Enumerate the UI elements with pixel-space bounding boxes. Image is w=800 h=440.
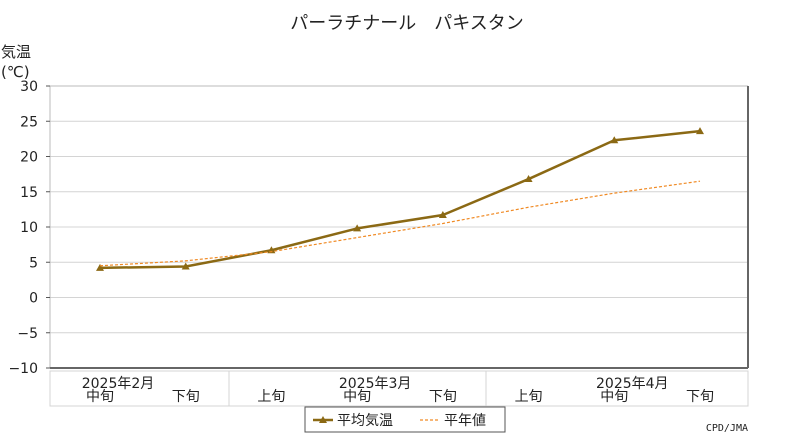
data-point-average xyxy=(696,127,704,135)
legend-label-normal: 平年値 xyxy=(444,413,486,429)
category-label: 中旬 xyxy=(343,389,371,405)
y-tick-label: 20 xyxy=(20,150,38,166)
category-label: 下旬 xyxy=(686,389,714,405)
y-tick-label: 25 xyxy=(20,114,38,130)
category-label: 上旬 xyxy=(257,389,285,405)
legend-label-avg: 平均気温 xyxy=(337,413,393,429)
chart-title: パーラチナール パキスタン xyxy=(290,13,523,34)
y-tick-label: 5 xyxy=(29,255,38,271)
series-line-normal xyxy=(99,180,701,267)
y-axis-ticks: −10 −5 0 5 10 15 20 25 30 xyxy=(8,79,50,377)
series-layer xyxy=(96,127,704,271)
y-tick-label: 0 xyxy=(29,291,38,307)
y-tick-label: 10 xyxy=(20,220,38,236)
x-axis: 中旬 下旬 上旬 中旬 下旬 上旬 中旬 下旬 2025年2月 2025年3月 2025年4月 xyxy=(49,370,749,407)
y-tick-label: 30 xyxy=(20,79,38,95)
y-axis-label-line2: (℃) xyxy=(1,63,30,81)
legend: 平均気温 平年値 xyxy=(304,406,506,433)
category-label: 中旬 xyxy=(600,389,628,405)
month-label: 2025年2月 xyxy=(82,376,155,392)
data-point-average xyxy=(353,224,362,232)
credit: CPD/JMA xyxy=(706,423,748,434)
data-point-average xyxy=(181,262,190,270)
legend-box xyxy=(304,406,506,433)
category-label: 下旬 xyxy=(172,389,200,405)
y-tick-label: −10 xyxy=(8,361,38,377)
y-axis-label-line1: 気温 xyxy=(1,43,31,61)
month-label: 2025年3月 xyxy=(339,376,412,392)
category-label: 中旬 xyxy=(86,389,114,405)
data-point-average xyxy=(610,136,619,144)
series-line-average xyxy=(99,129,701,270)
grid xyxy=(49,85,749,369)
data-point-average xyxy=(438,211,447,219)
y-tick-label: −5 xyxy=(17,326,38,342)
data-point-average xyxy=(96,263,104,271)
category-label: 下旬 xyxy=(429,389,457,405)
category-label: 上旬 xyxy=(515,389,543,405)
legend-marker-avg xyxy=(319,416,327,423)
month-label: 2025年4月 xyxy=(596,376,669,392)
data-point-average xyxy=(524,175,533,183)
y-tick-label: 15 xyxy=(20,185,38,201)
x-axis-box xyxy=(49,370,749,407)
